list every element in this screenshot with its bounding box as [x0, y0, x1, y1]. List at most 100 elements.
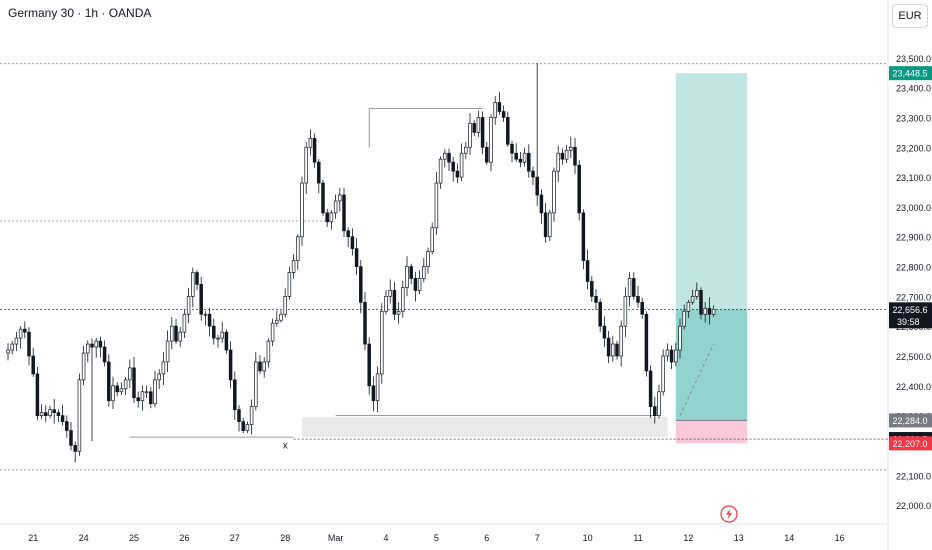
- candle-body: [346, 230, 350, 238]
- profit-zone-filled[interactable]: [675, 309, 748, 421]
- stop-loss-label-bg: [889, 436, 932, 451]
- candle-body: [682, 310, 686, 327]
- candle-body: [401, 287, 405, 312]
- candle-body: [212, 325, 216, 339]
- candle-body: [627, 278, 632, 297]
- candle-body: [119, 388, 124, 393]
- candle-body: [56, 412, 61, 416]
- lightning-event-icon[interactable]: [720, 505, 738, 523]
- candle-body: [31, 355, 35, 375]
- time-tick-label: 11: [633, 533, 642, 543]
- candle-body: [128, 367, 132, 381]
- candle-body: [552, 170, 556, 214]
- candle-body: [636, 296, 640, 303]
- candle-body: [98, 340, 103, 348]
- candle-body: [321, 182, 325, 214]
- candle-body: [384, 296, 388, 312]
- take-profit-label: 23,448.5: [892, 69, 927, 79]
- candle-body: [73, 445, 77, 452]
- candle-body: [207, 313, 212, 327]
- candle-body: [707, 307, 712, 315]
- candle-body: [699, 290, 703, 315]
- candle-body: [233, 379, 237, 411]
- candle-body: [18, 328, 23, 339]
- candle-body: [422, 266, 426, 279]
- candle-body: [506, 117, 510, 145]
- candle-body: [174, 325, 178, 342]
- candle-body: [191, 272, 195, 297]
- candle-body: [186, 296, 191, 315]
- entry-price-label: 22,284.0: [892, 416, 927, 426]
- candle-body: [149, 391, 153, 405]
- candle-body: [674, 349, 678, 363]
- candle-body: [485, 146, 489, 163]
- time-tick-label: 4: [383, 533, 388, 543]
- candle-body: [657, 391, 661, 416]
- time-tick-label: 6: [484, 533, 489, 543]
- candle-body: [338, 194, 342, 202]
- candle-body: [522, 152, 527, 163]
- time-tick-label: 13: [734, 533, 744, 543]
- candle-body: [333, 200, 338, 214]
- candle-body: [308, 137, 313, 148]
- candle-body: [447, 152, 451, 163]
- candle-body: [686, 301, 691, 312]
- candle-body: [94, 340, 98, 348]
- candle-body: [678, 325, 682, 351]
- candle-body: [65, 421, 69, 431]
- candle-body: [590, 281, 594, 297]
- candle-body: [476, 117, 481, 133]
- candle-body: [669, 349, 674, 363]
- time-tick-label: 12: [683, 533, 693, 543]
- candle-body: [350, 236, 355, 250]
- candle-body: [14, 337, 19, 345]
- price-tick-label: 23,100.0: [896, 173, 931, 183]
- candle-body: [52, 409, 56, 414]
- candle-body: [178, 331, 182, 342]
- candle-body: [35, 373, 40, 416]
- candle-body: [539, 194, 544, 214]
- demand-zone[interactable]: [302, 417, 668, 438]
- candle-body: [615, 343, 619, 357]
- candle-body: [464, 146, 468, 154]
- profit-zone[interactable]: [675, 73, 748, 310]
- time-tick-label: 7: [535, 533, 540, 543]
- candle-body: [342, 194, 346, 232]
- candle-body: [245, 424, 250, 431]
- candle-body: [375, 373, 380, 402]
- currency-button[interactable]: EUR: [892, 4, 928, 28]
- candle-body: [606, 337, 611, 357]
- candle-body: [241, 421, 245, 431]
- time-tick-label: 5: [434, 533, 439, 543]
- candle-body: [170, 325, 174, 342]
- candle-body: [703, 307, 707, 315]
- candle-body: [472, 123, 476, 133]
- candle-body: [518, 158, 523, 163]
- candle-body: [569, 146, 573, 151]
- candle-body: [480, 117, 485, 148]
- candle-body: [695, 290, 699, 297]
- loss-zone[interactable]: [675, 420, 748, 444]
- price-tick-label: 23,300.0: [896, 113, 931, 123]
- price-tick-label: 23,200.0: [896, 143, 931, 153]
- candle-body: [585, 260, 590, 282]
- annotation-x: x: [283, 440, 288, 451]
- price-tick-label: 22,000.0: [896, 501, 931, 511]
- candle-body: [48, 409, 52, 416]
- candle-body: [69, 430, 73, 446]
- stop-loss-label: 22,207.0: [892, 439, 927, 449]
- candle-body: [275, 319, 279, 324]
- candle-body: [501, 111, 506, 118]
- price-tick-label: 22,700.0: [896, 292, 931, 302]
- candle-body: [644, 313, 649, 372]
- candle-body: [136, 397, 140, 402]
- candle-body: [296, 236, 300, 261]
- time-tick-label: 24: [79, 533, 89, 543]
- candle-body: [287, 272, 292, 297]
- candle-body: [199, 284, 203, 315]
- candle-body: [434, 182, 439, 229]
- candle-body: [653, 406, 657, 416]
- candle-body: [426, 251, 430, 267]
- candle-body: [140, 391, 145, 402]
